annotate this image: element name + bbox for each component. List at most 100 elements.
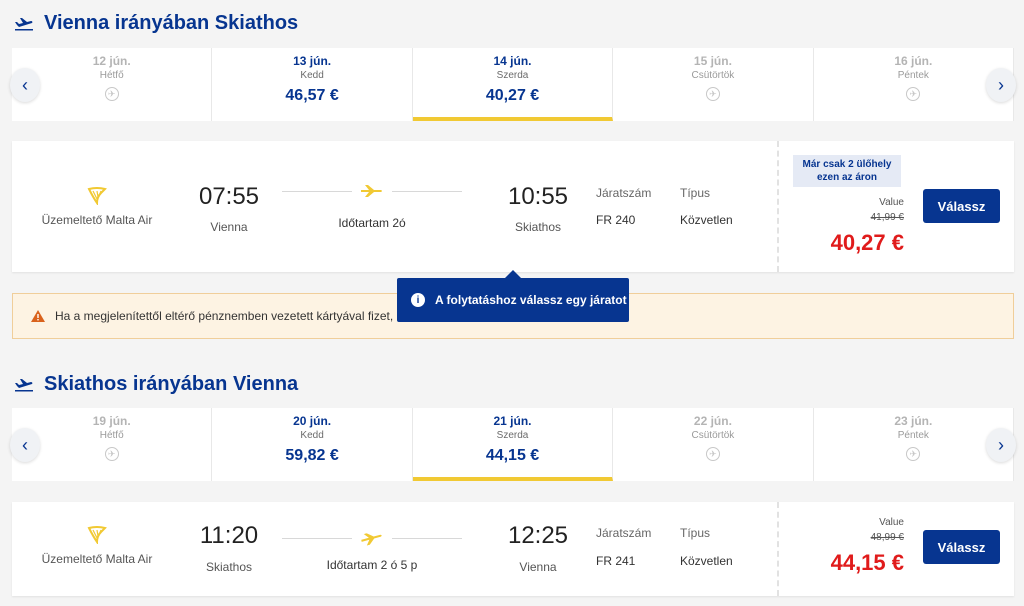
- chevron-left-icon: ‹: [22, 434, 28, 455]
- date-price: 44,15 €: [485, 447, 540, 464]
- type-label: Típus: [680, 526, 711, 540]
- chevron-right-icon: ›: [998, 74, 1004, 95]
- flight-type: Közvetlen: [680, 213, 733, 227]
- no-flight-icon: ✈: [705, 447, 720, 461]
- fare-label: Value: [879, 197, 904, 208]
- inbound-title-text: Skiathos irányában Vienna: [44, 373, 299, 395]
- date-label: 13 jún.: [293, 54, 332, 68]
- no-flight-icon: ✈: [906, 447, 921, 461]
- day-label: Szerda: [496, 430, 529, 441]
- tooltip-text: A folytatáshoz válassz egy járatot: [435, 293, 627, 307]
- fare-price: 44,15 €: [830, 550, 904, 575]
- harp-logo-icon: [87, 187, 107, 205]
- outbound-date-3: 15 jún. Csütörtök ✈: [613, 48, 814, 121]
- day-label: Péntek: [897, 70, 929, 81]
- chevron-right-icon: ›: [998, 434, 1004, 455]
- inbound-title: Skiathos irányában Vienna: [14, 373, 298, 396]
- operator: Üzemeltető Malta Air: [38, 187, 156, 227]
- inbound-date-2[interactable]: 21 jún. Szerda 44,15 €: [412, 408, 614, 481]
- no-flight-icon: ✈: [104, 447, 119, 461]
- route-line-right: [392, 191, 462, 192]
- prev-dates-button[interactable]: ‹: [10, 68, 40, 102]
- route-line-left: [282, 538, 352, 539]
- plane-departure-icon: [15, 378, 33, 391]
- select-flight-button[interactable]: Válassz: [923, 189, 1000, 223]
- outbound-flight-card[interactable]: Üzemeltető Malta Air 07:55 Vienna Időtar…: [12, 141, 1014, 272]
- date-label: 21 jún.: [493, 414, 532, 428]
- outbound-date-2[interactable]: 14 jún. Szerda 40,27 €: [412, 48, 614, 121]
- no-flight-icon: ✈: [104, 87, 119, 101]
- no-flight-icon: ✈: [906, 87, 921, 101]
- old-price: 48,99 €: [870, 532, 904, 543]
- route-line-left: [282, 191, 352, 192]
- date-price: 46,57 €: [285, 87, 339, 104]
- next-dates-button[interactable]: ›: [986, 68, 1016, 102]
- flight-number-label: Járatszám: [596, 186, 652, 200]
- departure-time: 07:55: [198, 183, 260, 210]
- outbound-date-0: 12 jún. Hétfő ✈: [12, 48, 213, 121]
- type-label: Típus: [680, 186, 711, 200]
- outbound-fare-panel: Már csak 2 ülőhely ezen az áron Value 41…: [777, 141, 1014, 272]
- flight-duration: Időtartam 2ó: [338, 216, 406, 230]
- inbound-date-1[interactable]: 20 jún. Kedd 59,82 €: [212, 408, 413, 481]
- departure-city: Skiathos: [205, 560, 253, 574]
- date-label: 20 jún.: [293, 414, 332, 428]
- outbound-date-4: 16 jún. Péntek ✈: [814, 48, 1015, 121]
- inbound-date-4: 23 jún. Péntek ✈: [814, 408, 1015, 481]
- plane-landing-icon: [361, 533, 382, 546]
- operator-name: Üzemeltető Malta Air: [41, 213, 153, 227]
- outbound-datebar: ‹ 12 jún. Hétfő ✈ 13 jún. Kedd 46,57 € 1…: [10, 48, 1016, 121]
- plane-departure-icon: [15, 17, 33, 30]
- arrival-time: 10:55: [507, 183, 569, 210]
- outbound-date-1[interactable]: 13 jún. Kedd 46,57 €: [212, 48, 413, 121]
- flight-number-label: Járatszám: [596, 526, 652, 540]
- day-label: Péntek: [897, 430, 929, 441]
- date-price: 40,27 €: [485, 87, 540, 104]
- route-line-right: [392, 538, 462, 539]
- day-label: Szerda: [496, 70, 529, 81]
- old-price: 41,99 €: [870, 212, 904, 223]
- flight-duration: Időtartam 2 ó 5 p: [326, 558, 418, 572]
- date-label: 12 jún.: [92, 54, 131, 68]
- arrival-time: 12:25: [507, 522, 569, 549]
- day-label: Kedd: [300, 70, 324, 81]
- date-price: 59,82 €: [285, 447, 339, 464]
- inbound-fare-panel: Value 48,99 € 44,15 € Válassz: [777, 502, 1014, 596]
- arrival-city: Vienna: [519, 560, 557, 574]
- date-label: 16 jún.: [894, 54, 933, 68]
- outbound-title: Vienna irányában Skiathos: [14, 12, 298, 35]
- day-label: Hétfő: [99, 430, 124, 441]
- plane-icon: [361, 185, 382, 197]
- day-label: Csütörtök: [691, 430, 735, 441]
- info-icon: i: [411, 293, 425, 307]
- inbound-flight-card[interactable]: Üzemeltető Malta Air 11:20 Skiathos Időt…: [12, 502, 1014, 596]
- flight-number: FR 241: [596, 554, 636, 568]
- date-label: 23 jún.: [894, 414, 933, 428]
- departure-time: 11:20: [199, 522, 259, 549]
- next-dates-button[interactable]: ›: [986, 428, 1016, 462]
- flight-type: Közvetlen: [680, 554, 733, 568]
- seats-left-badge: Már csak 2 ülőhely ezen az áron: [793, 155, 901, 187]
- outbound-title-text: Vienna irányában Skiathos: [44, 12, 299, 34]
- no-flight-icon: ✈: [705, 87, 720, 101]
- arrival-city: Skiathos: [514, 220, 562, 234]
- warning-text: Ha a megjelenítettől eltérő pénznemben v…: [55, 309, 404, 323]
- date-label: 19 jún.: [92, 414, 131, 428]
- date-label: 15 jún.: [693, 54, 732, 68]
- warning-icon: [31, 310, 45, 322]
- inbound-date-0: 19 jún. Hétfő ✈: [12, 408, 213, 481]
- day-label: Kedd: [300, 430, 324, 441]
- fare-price: 40,27 €: [830, 230, 904, 255]
- departure-city: Vienna: [210, 220, 248, 234]
- select-flight-button[interactable]: Válassz: [923, 530, 1000, 564]
- day-label: Csütörtök: [691, 70, 735, 81]
- date-label: 14 jún.: [493, 54, 532, 68]
- fare-label: Value: [879, 517, 904, 528]
- day-label: Hétfő: [99, 70, 124, 81]
- inbound-date-3: 22 jún. Csütörtök ✈: [613, 408, 814, 481]
- prev-dates-button[interactable]: ‹: [10, 428, 40, 462]
- flight-number: FR 240: [596, 213, 636, 227]
- operator-name: Üzemeltető Malta Air: [41, 552, 153, 566]
- chevron-left-icon: ‹: [22, 74, 28, 95]
- select-flight-tooltip: i A folytatáshoz válassz egy járatot: [397, 270, 629, 322]
